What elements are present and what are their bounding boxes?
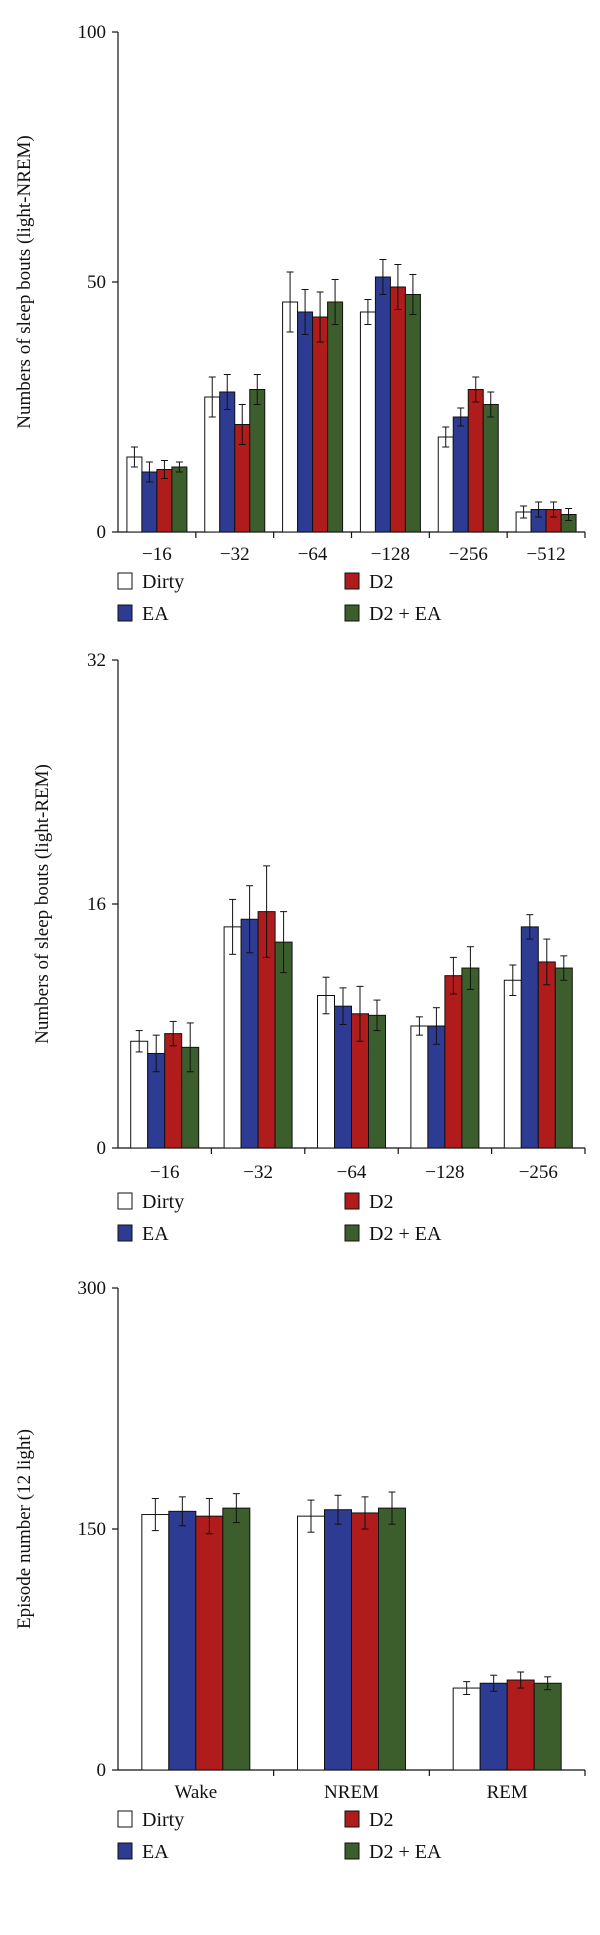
bar-d2-ea-1	[378, 1507, 406, 1771]
bar-d2-2	[506, 1679, 535, 1771]
bar-d2-0	[195, 1515, 224, 1771]
bar-d2-ea-0	[222, 1507, 251, 1771]
bar-dirty-1	[223, 926, 242, 1149]
legend-label: Dirty	[142, 1809, 184, 1831]
x-tick-label: −16	[142, 544, 172, 565]
legend-swatch-ea	[117, 604, 133, 622]
legend-label: EA	[142, 1841, 169, 1863]
y-tick-label: 0	[97, 522, 107, 543]
legend-swatch-d2	[344, 1810, 360, 1828]
bar-dirty-3	[359, 311, 376, 533]
y-axis-label: Episode number (12 light)	[14, 1429, 35, 1629]
x-tick-label: −512	[526, 544, 565, 565]
y-tick-label: 300	[78, 1278, 107, 1299]
bar-ea-4	[520, 926, 539, 1149]
x-tick-label: Wake	[174, 1782, 217, 1803]
bar-d2-ea-2	[368, 1014, 386, 1149]
legend-swatch-d2	[344, 1192, 360, 1210]
legend-swatch-d2-ea	[344, 1842, 360, 1860]
bar-ea-2	[479, 1682, 508, 1771]
legend-swatch-d2	[344, 572, 360, 590]
chart-2: 0 16 32 Numbers of sleep bouts (light-REM) −…	[32, 650, 586, 1245]
bar-d2-3	[444, 975, 463, 1149]
legend-swatch-dirty	[117, 1810, 133, 1828]
legend-label: D2 + EA	[369, 1841, 442, 1863]
legend-label: D2 + EA	[369, 1223, 442, 1245]
bar-d2-2	[312, 316, 329, 533]
x-tick-label: −256	[449, 544, 488, 565]
y-tick-label: 0	[97, 1138, 107, 1159]
y-axis-label: Numbers of sleep bouts (light-NREM)	[14, 135, 35, 428]
x-tick-label: −256	[519, 1162, 558, 1183]
legend-swatch-ea	[117, 1842, 133, 1860]
y-tick-label: 50	[87, 272, 106, 293]
y-tick-label: 0	[97, 1760, 107, 1781]
bar-dirty-4	[503, 979, 522, 1149]
bar-ea-1	[324, 1509, 352, 1771]
legend-label: Dirty	[142, 571, 184, 593]
bar-d2-ea-3	[404, 294, 421, 533]
bar-dirty-2	[282, 301, 299, 533]
bar-d2-ea-2	[533, 1682, 562, 1771]
legend-label: EA	[142, 603, 169, 625]
bar-dirty-0	[126, 456, 143, 533]
bar-dirty-2	[317, 995, 335, 1149]
legend-swatch-dirty	[117, 572, 133, 590]
bar-dirty-1	[297, 1515, 325, 1771]
bar-dirty-4	[437, 436, 454, 533]
bar-ea-4	[452, 416, 469, 533]
legend-label: D2	[369, 571, 393, 593]
y-tick-label: 150	[78, 1519, 107, 1540]
bar-dirty-3	[410, 1025, 429, 1149]
bar-d2-ea-3	[461, 967, 480, 1149]
x-tick-label: −128	[425, 1162, 464, 1183]
bar-ea-3	[374, 276, 391, 533]
y-tick-label: 16	[87, 894, 106, 915]
bar-ea-1	[240, 918, 259, 1149]
legend-swatch-ea	[117, 1224, 133, 1242]
bar-dirty-2	[452, 1687, 481, 1771]
bar-d2-4	[537, 961, 556, 1149]
bar-ea-1	[219, 391, 236, 533]
legend-label: EA	[142, 1223, 169, 1245]
legend-swatch-dirty	[117, 1192, 133, 1210]
bar-dirty-0	[130, 1040, 149, 1149]
x-tick-label: REM	[487, 1782, 528, 1803]
bar-ea-2	[334, 1005, 352, 1149]
y-tick-label: 32	[87, 650, 106, 671]
bar-ea-0	[168, 1510, 197, 1771]
bar-d2-ea-4	[554, 967, 573, 1149]
bar-d2-4	[467, 389, 484, 533]
bar-d2-ea-1	[249, 389, 266, 533]
bar-ea-2	[297, 311, 314, 533]
x-tick-label: NREM	[324, 1782, 379, 1803]
bar-d2-ea-4	[482, 404, 499, 533]
bar-d2-ea-0	[171, 466, 188, 533]
bar-d2-3	[389, 286, 406, 533]
chart-3: 0 150 300 Episode number (12 light) Wake NREM…	[14, 1278, 586, 1863]
bar-d2-1	[351, 1512, 379, 1771]
y-axis-label: Numbers of sleep bouts (light-REM)	[32, 764, 53, 1044]
x-tick-label: −16	[150, 1162, 180, 1183]
x-tick-label: −128	[371, 544, 410, 565]
legend-swatch-d2-ea	[344, 604, 360, 622]
x-tick-label: −32	[243, 1162, 273, 1183]
x-tick-label: −64	[298, 544, 328, 565]
bar-d2-ea-2	[327, 301, 344, 533]
legend-label: D2	[369, 1191, 393, 1213]
legend-label: D2 + EA	[369, 603, 442, 625]
legend-label: D2	[369, 1809, 393, 1831]
x-tick-label: −64	[337, 1162, 367, 1183]
bar-d2-0	[164, 1033, 183, 1149]
legend-label: Dirty	[142, 1191, 184, 1213]
y-tick-label: 100	[78, 22, 107, 43]
x-tick-label: −32	[220, 544, 250, 565]
chart-1: 0 50 100 Numbers of sleep bouts (light-NREM…	[14, 22, 586, 625]
legend-swatch-d2-ea	[344, 1224, 360, 1242]
bar-dirty-0	[141, 1514, 170, 1771]
